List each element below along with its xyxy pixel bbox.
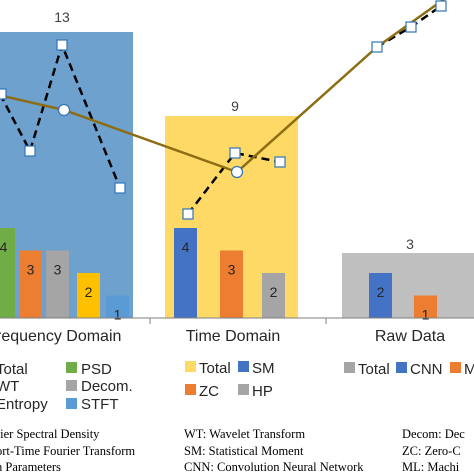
footnote-stft: ort-Time Fourier Transform [0,444,135,458]
bar-1-0 [174,228,197,318]
legend-swatch-stft [66,398,77,409]
time-marker [229,147,241,159]
total-marker [57,103,71,117]
legend-frequency: Total PSD WT Decom. Entropy STFT [0,361,133,413]
footnote-wt: WT: Wavelet Transform [184,427,305,441]
category-label-time: Time Domain [186,328,281,345]
freq-marker [56,39,68,51]
freq-marker [114,182,126,194]
legend-swatch-decom [66,380,77,391]
legend-swatch-m [450,362,461,373]
time-marker [182,208,194,220]
legend-swatch-psd [66,362,77,373]
bar-2-0 [369,273,392,318]
legend-swatch-total [344,362,355,373]
footnote-sm: SM: Statistical Moment [184,444,304,458]
time-total-label: 9 [231,98,239,114]
legend-time: Total SM ZC HP [185,360,275,400]
legend-item-stft: STFT [81,396,119,413]
bar-0-2 [46,250,69,318]
category-label-raw: Raw Data [375,328,445,345]
footnote-zc: ZC: Zero-C [402,444,461,458]
bar-2-1 [414,295,437,318]
freq-marker [24,145,36,157]
legend-item-m: M [464,361,474,378]
bar-value-label: 2 [377,284,385,300]
footnote-ml: ML: Machi [402,460,460,474]
legend-item-wt: WT [0,378,19,395]
bar-value-label: 4 [0,239,8,255]
legend-item-psd: PSD [81,361,112,378]
total-marker [230,165,244,179]
bar-value-label: 2 [85,284,93,300]
legend-swatch-cnn [396,362,407,373]
legend-item-hp: HP [252,383,273,400]
bar-0-4 [106,295,129,318]
time-dashed-series [187,151,281,215]
raw-data-total-area [342,253,474,318]
footnote-cnn: CNN: Convolution Neural Network [184,460,364,474]
raw-marker [405,21,417,33]
legend-item-cnn: CNN [410,361,443,378]
footnote-decom: Decom: Dec [402,427,465,441]
bar-0-3 [77,273,100,318]
freq-marker [0,88,7,100]
bar-value-label: 3 [228,262,236,278]
freq-total-label: 13 [54,9,70,25]
bars-layer: 4 3 3 2 1 4 3 2 2 1 [0,228,437,323]
bar-1-2 [262,273,285,318]
freq-dashed-series [0,41,122,189]
legend-item-zc: ZC [199,383,219,400]
category-label-frequency: requency Domain [0,328,121,345]
legend-swatch-sm [238,361,249,372]
legend-item-total: Total [0,361,28,378]
footnote-params: n Parameters [0,460,61,474]
bar-0-1 [19,250,42,318]
raw-marker [435,0,447,12]
footnote-psd: rier Spectral Density [0,427,100,441]
raw-marker [371,41,383,53]
legend-swatch-hp [238,384,249,395]
bar-value-label: 2 [270,284,278,300]
legend-item-decom: Decom. [81,378,133,395]
bar-value-label: 3 [27,262,35,278]
bar-1-1 [220,250,243,318]
legend-swatch-total [185,361,196,372]
bar-0-0 [0,228,15,318]
bar-value-label: 1 [114,307,122,323]
legend-item-sm: SM [252,360,275,377]
bar-value-label: 4 [182,239,190,255]
legend-item-entropy: Entropy [0,396,48,413]
raw-total-label: 3 [406,236,414,252]
legend-item-total: Total [358,361,390,378]
legend-item-total: Total [199,360,231,377]
bar-value-label: 1 [422,307,430,323]
legend-swatch-zc [185,384,196,395]
footnotes: rier Spectral Density ort-Time Fourier T… [0,427,465,474]
time-marker [274,156,286,168]
legend-raw: Total CNN M [344,361,474,378]
bar-value-label: 3 [54,262,62,278]
